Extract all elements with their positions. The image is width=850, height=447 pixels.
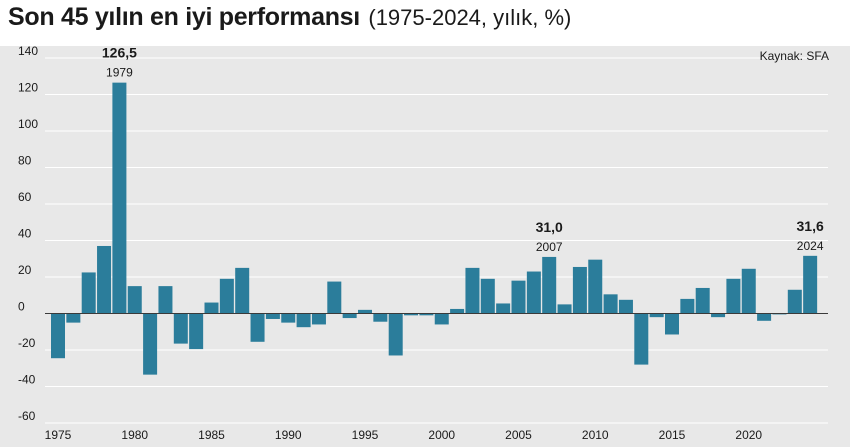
annotation-year-label: 2007 [536,240,563,254]
x-tick-label: 1990 [275,428,302,442]
annotation-value-label: 126,5 [102,46,137,61]
x-tick-label: 2010 [582,428,609,442]
bar-2003 [480,278,495,314]
bar-2018 [711,313,726,318]
bar-1975 [51,313,65,359]
annotation-value-label: 31,0 [536,219,563,235]
bar-1988 [250,313,265,342]
chart-subtitle: (1975-2024, yılık, %) [368,5,572,30]
bar-1978 [97,245,112,314]
bar-2002 [465,267,480,314]
bar-2007 [542,256,557,314]
y-tick-label: 60 [18,190,32,204]
chart-title: Son 45 yılın en iyi performansı [8,3,360,31]
bar-2014 [649,313,664,318]
bar-1985 [204,302,219,314]
bar-2006 [526,271,541,314]
bar-2010 [588,259,603,314]
bar-2019 [726,278,741,314]
bar-1984 [189,313,204,350]
bar-1997 [388,313,403,356]
y-tick-label: -60 [18,409,36,423]
x-tick-label: 2015 [659,428,686,442]
bar-2015 [665,313,679,335]
bar-1999 [419,313,434,316]
bar-2023 [787,289,802,314]
bar-2017 [695,287,710,314]
bar-2000 [434,313,449,325]
annotation-year-label: 2024 [797,239,824,253]
bar-1980 [127,286,142,314]
bar-2011 [603,294,618,314]
bar-1994 [342,313,357,319]
y-tick-label: 140 [18,46,38,58]
source-note: Kaynak: SFA [759,49,829,63]
bar-1992 [311,313,326,325]
chart-panel: 140 120 100 80 60 40 20 0 -20 -40 -60 1975 1980 1985… [0,46,850,447]
bar-2020 [741,268,756,314]
bar-2024 [803,255,818,314]
y-tick-label: 40 [18,227,32,241]
bar-2013 [634,313,649,365]
bar-1996 [373,313,388,322]
bar-1991 [296,313,311,328]
bar-2012 [618,299,633,314]
annotation-year-label: 1979 [106,66,133,80]
y-tick-label: 0 [18,300,25,314]
bar-2005 [511,280,526,314]
bar-2001 [450,308,465,314]
bar-series [51,82,818,375]
y-tick-label: 100 [18,117,38,131]
bar-1987 [235,267,250,314]
bar-1989 [265,313,280,319]
bar-1998 [404,313,419,316]
y-axis: 140 120 100 80 60 40 20 0 -20 -40 -60 [18,46,38,423]
chart-title-line: Son 45 yılın en iyi performansı (1975-20… [8,3,571,32]
x-tick-label: 1980 [121,428,148,442]
y-tick-label: 20 [18,263,32,277]
y-tick-label: 80 [18,154,32,168]
bar-1995 [358,309,372,314]
bar-1976 [66,313,81,323]
annotation-value-label: 31,6 [797,218,824,234]
x-tick-label: 1985 [198,428,225,442]
bar-1993 [327,281,342,314]
bar-1983 [173,313,188,344]
annotations: 1979 126,5 2007 31,0 2024 31,6 [102,46,824,254]
x-tick-label: 2005 [505,428,532,442]
bar-2021 [757,313,772,321]
bar-2008 [557,304,572,314]
x-tick-label: 2020 [735,428,762,442]
bar-2009 [572,266,587,314]
bar-1981 [143,313,158,375]
y-tick-label: 120 [18,81,38,95]
bar-1986 [219,278,234,314]
grid-layer [45,57,828,424]
bar-1990 [281,313,296,323]
x-tick-label: 1975 [45,428,72,442]
x-tick-label: 1995 [352,428,379,442]
x-tick-label: 2000 [428,428,455,442]
y-tick-label: -20 [18,336,36,350]
bar-1979 [112,82,127,314]
bar-1977 [81,272,96,314]
y-tick-label: -40 [18,373,36,387]
bar-2004 [496,303,511,314]
bar-chart: 140 120 100 80 60 40 20 0 -20 -40 -60 1975 1980 1985… [18,46,828,442]
x-axis: 1975 1980 1985 1990 1995 2000 2005 2010 2015 2020 [45,428,763,442]
bar-1982 [158,286,173,314]
bar-2016 [680,298,695,314]
